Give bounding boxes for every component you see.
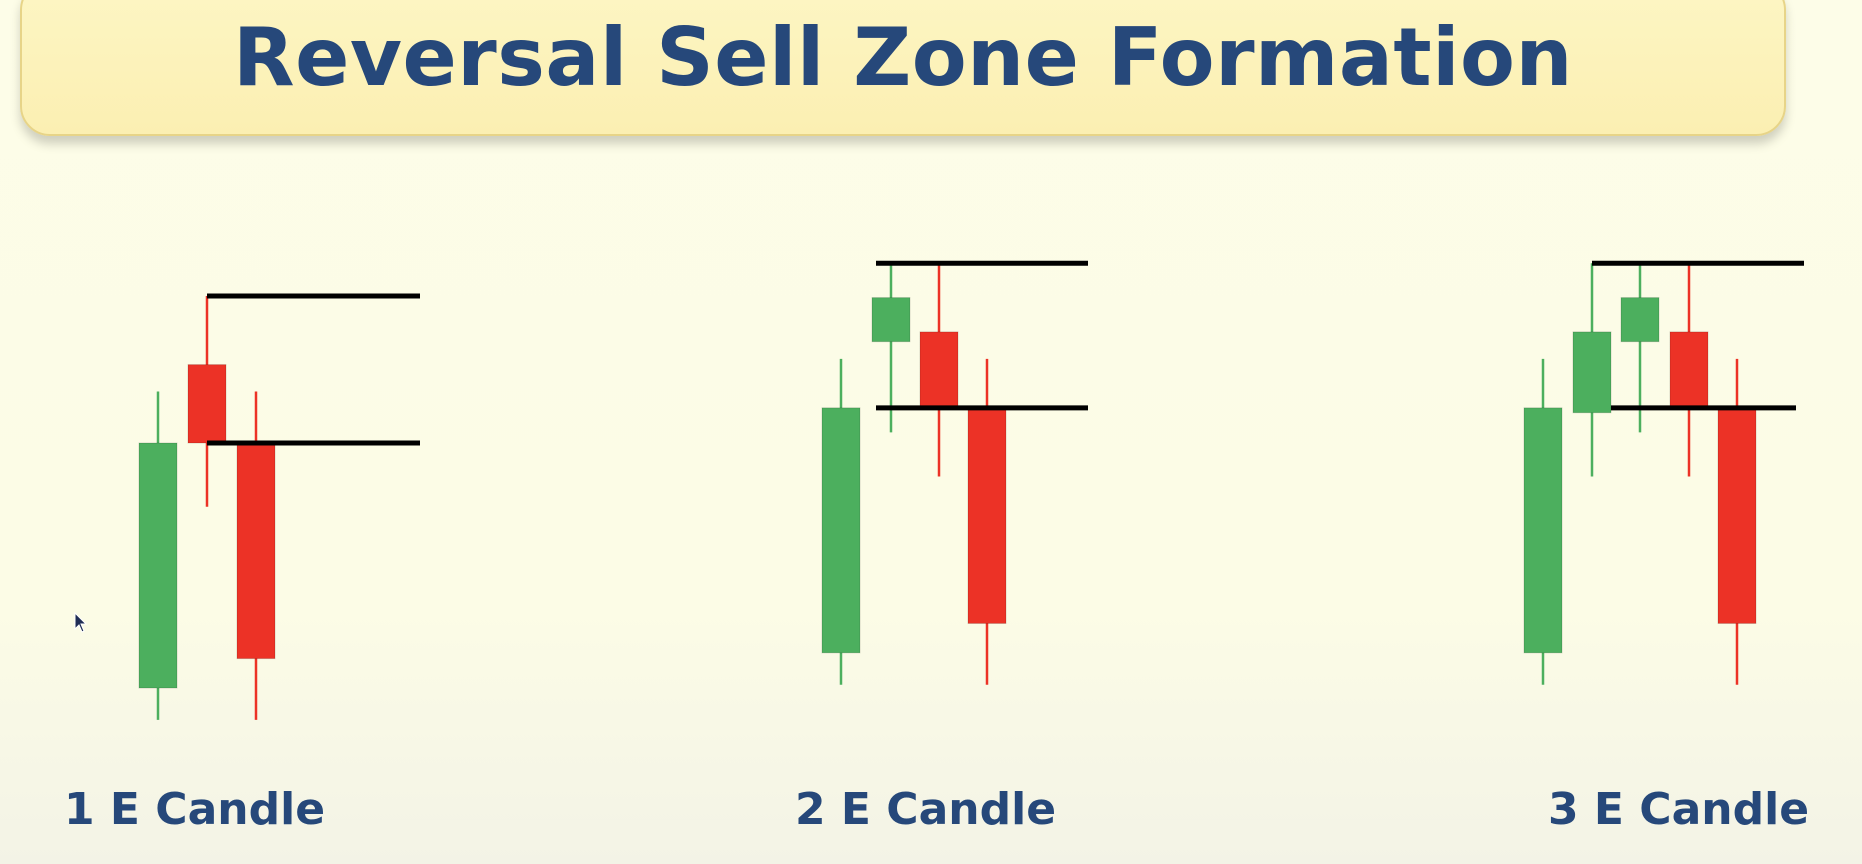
- bearish-candle: [1669, 263, 1709, 477]
- candle-body: [1717, 407, 1757, 624]
- candle-body: [1572, 331, 1612, 414]
- candle-body: [967, 407, 1007, 624]
- candle-body: [236, 442, 276, 660]
- candle-body: [871, 297, 911, 343]
- pattern-3-e-candle: [1523, 260, 1804, 685]
- candle-body: [919, 331, 959, 409]
- mouse-pointer-icon: [74, 612, 88, 633]
- bearish-candle: [187, 296, 227, 507]
- candle-body: [187, 364, 227, 444]
- candle-body: [821, 407, 861, 654]
- candle-body: [1669, 331, 1709, 409]
- pattern-2-e-candle: [821, 260, 1088, 685]
- bearish-candle: [1717, 358, 1757, 685]
- candle-body: [1620, 297, 1660, 343]
- pattern-1-e-candle: [138, 293, 420, 720]
- candle-body: [138, 442, 178, 689]
- bullish-candle: [1523, 358, 1563, 685]
- candle-body: [1523, 407, 1563, 654]
- bullish-candle: [1572, 263, 1612, 477]
- page-title: Reversal Sell Zone Formation: [233, 11, 1573, 104]
- bearish-candle: [967, 358, 1007, 685]
- bullish-candle: [871, 263, 911, 433]
- title-banner: [20, 0, 1786, 136]
- bullish-candle: [138, 391, 178, 720]
- pattern-label-2: 2 E Candle: [795, 784, 1057, 835]
- bearish-candle: [919, 263, 959, 477]
- bullish-candle: [1620, 263, 1660, 433]
- pattern-label-3: 3 E Candle: [1548, 784, 1810, 835]
- pattern-label-1: 1 E Candle: [64, 784, 326, 835]
- bullish-candle: [821, 358, 861, 685]
